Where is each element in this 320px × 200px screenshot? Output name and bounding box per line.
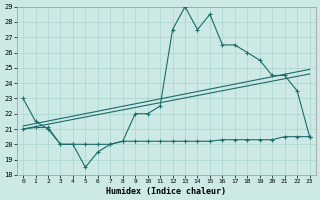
X-axis label: Humidex (Indice chaleur): Humidex (Indice chaleur) bbox=[106, 187, 226, 196]
